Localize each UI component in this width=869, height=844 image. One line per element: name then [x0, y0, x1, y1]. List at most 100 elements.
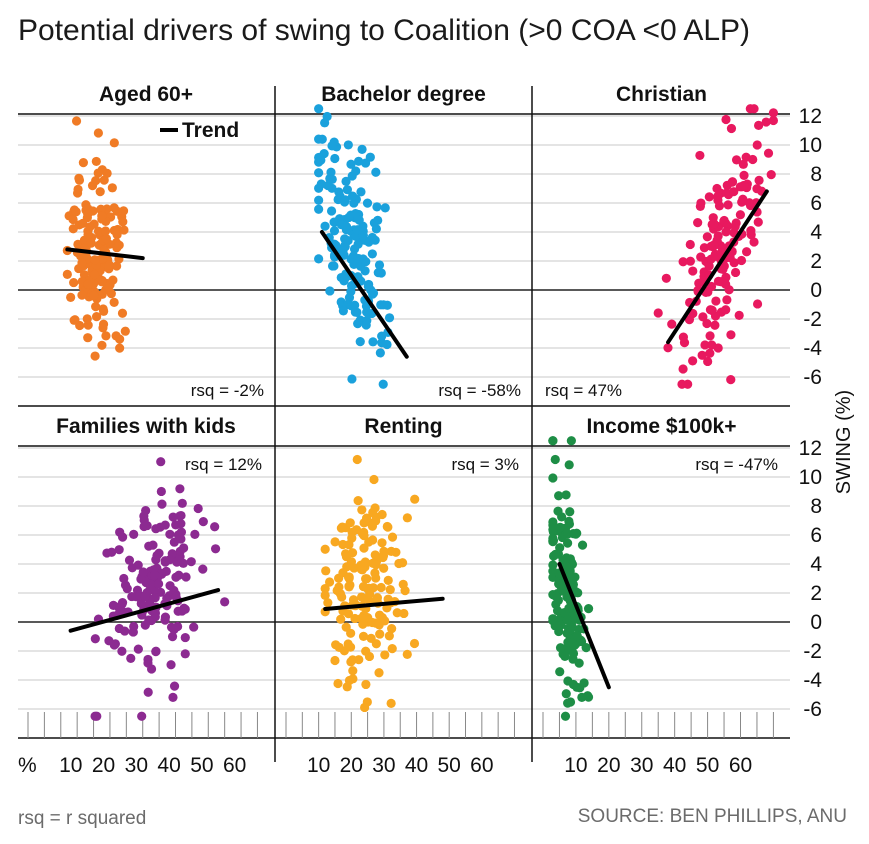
data-point — [155, 522, 165, 532]
data-point — [562, 538, 573, 548]
y-tick-label: 4 — [810, 221, 822, 244]
data-point — [175, 546, 185, 556]
data-point — [695, 150, 705, 161]
data-point — [346, 557, 357, 567]
data-point — [165, 581, 175, 591]
data-point — [548, 560, 558, 570]
data-point — [346, 159, 356, 169]
data-point — [142, 520, 152, 531]
x-unit-label: % — [18, 754, 37, 777]
data-point — [314, 183, 324, 193]
rsq-label: rsq = -58% — [438, 381, 521, 400]
data-point — [685, 256, 695, 266]
data-point — [378, 379, 388, 389]
data-point — [555, 543, 565, 553]
data-point — [399, 608, 409, 619]
data-point — [362, 198, 373, 208]
data-point — [577, 540, 588, 550]
data-point — [168, 692, 178, 702]
data-point — [376, 582, 386, 593]
data-point — [329, 217, 339, 227]
data-point — [370, 503, 380, 513]
data-point — [352, 225, 362, 235]
data-point — [314, 134, 324, 144]
data-point — [560, 651, 570, 661]
data-point — [93, 128, 103, 138]
y-tick-label: -2 — [803, 308, 822, 331]
x-tick-label: 50 — [438, 754, 461, 777]
data-point — [387, 623, 397, 634]
data-point — [554, 491, 564, 501]
data-point — [745, 104, 755, 114]
x-tick-label: 10 — [564, 754, 587, 777]
data-point — [351, 166, 361, 176]
data-point — [730, 267, 741, 278]
data-point — [348, 674, 358, 684]
data-point — [74, 175, 85, 185]
data-point — [89, 290, 99, 300]
data-point — [198, 517, 208, 527]
data-point — [112, 206, 122, 216]
data-point — [71, 116, 82, 126]
data-point — [177, 498, 187, 508]
data-point — [583, 604, 594, 614]
data-point — [358, 582, 369, 592]
data-point — [210, 522, 220, 532]
data-point — [370, 568, 380, 578]
data-point — [327, 141, 337, 151]
data-point — [171, 520, 181, 530]
data-point — [736, 255, 747, 266]
data-point — [114, 240, 124, 250]
data-point — [107, 183, 117, 193]
y-tick-label: 12 — [799, 105, 822, 128]
data-point — [109, 297, 119, 307]
data-point — [151, 646, 161, 657]
x-tick-label: 60 — [729, 754, 752, 777]
data-point — [555, 522, 565, 532]
data-point — [77, 290, 87, 300]
data-point — [181, 572, 191, 582]
data-point — [402, 649, 412, 659]
data-point — [340, 234, 350, 244]
data-point — [722, 295, 732, 305]
data-point — [119, 225, 129, 235]
data-point — [151, 555, 161, 565]
y-tick-label: 6 — [810, 524, 822, 547]
data-point — [663, 343, 673, 353]
y-axis-title: SWING (%) — [833, 390, 855, 494]
data-point — [78, 218, 88, 228]
data-point — [97, 340, 107, 350]
data-point — [702, 232, 712, 242]
data-point — [156, 486, 166, 497]
data-point — [86, 238, 96, 248]
data-point — [90, 351, 100, 361]
data-point — [563, 563, 573, 573]
data-point — [358, 619, 368, 629]
data-point — [166, 622, 177, 632]
data-point — [727, 177, 737, 187]
data-point — [377, 538, 387, 548]
data-point — [397, 558, 408, 568]
source-note: SOURCE: BEN PHILLIPS, ANU — [577, 806, 847, 827]
data-point — [677, 379, 687, 389]
data-point — [763, 148, 774, 158]
data-point — [314, 195, 324, 205]
data-point — [90, 634, 100, 644]
data-point — [753, 217, 763, 227]
data-point — [768, 115, 779, 126]
data-point — [345, 518, 355, 528]
data-point — [108, 275, 118, 285]
y-tick-label: -6 — [803, 366, 822, 389]
data-point — [352, 307, 362, 317]
data-point — [109, 138, 119, 148]
data-point — [367, 232, 377, 243]
panel-title-6: Income $100k+ — [586, 415, 736, 438]
data-point — [115, 334, 125, 344]
data-point — [721, 227, 731, 237]
data-point — [761, 117, 771, 127]
data-point — [373, 268, 383, 278]
x-tick-label: 30 — [372, 754, 395, 777]
data-point — [380, 203, 390, 213]
data-point — [361, 320, 371, 330]
data-point — [563, 637, 573, 647]
